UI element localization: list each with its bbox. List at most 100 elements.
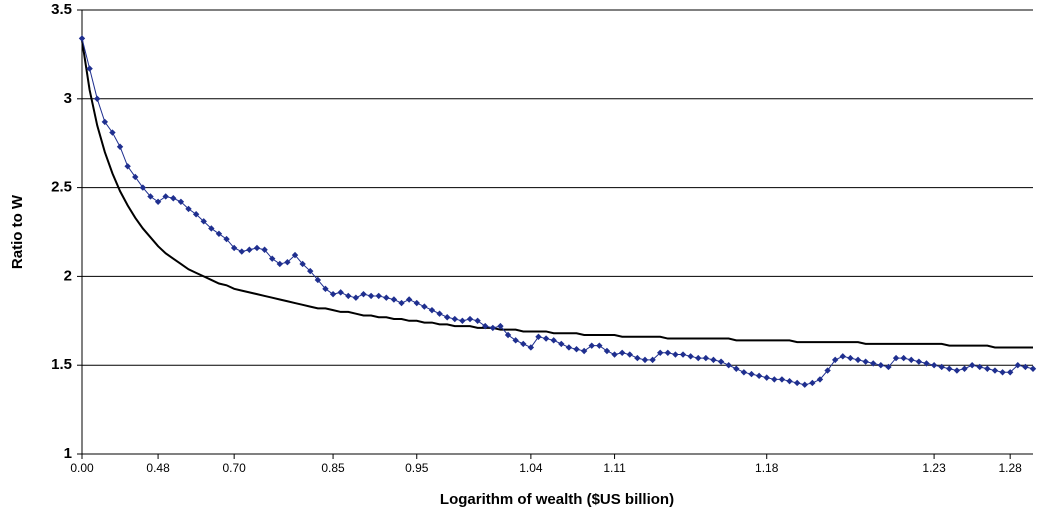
point-marker [596, 342, 603, 349]
point-marker [383, 294, 390, 301]
x-tick-label: 0.85 [321, 461, 345, 475]
x-tick-label: 1.28 [998, 461, 1022, 475]
point-marker [733, 365, 740, 372]
point-marker [695, 354, 702, 362]
point-marker [573, 346, 580, 353]
point-marker [177, 198, 185, 206]
x-axis-title: Logarithm of wealth ($US billion) [440, 491, 674, 508]
point-marker [542, 335, 550, 342]
point-marker [314, 276, 322, 284]
point-marker [132, 173, 139, 181]
point-marker [771, 376, 778, 383]
point-marker [900, 354, 907, 362]
point-marker [497, 322, 504, 330]
point-marker [603, 347, 611, 355]
point-marker [641, 356, 649, 364]
point-marker [892, 354, 900, 362]
point-marker [459, 317, 466, 324]
point-marker [793, 379, 801, 387]
point-marker [230, 244, 238, 252]
point-marker [238, 248, 245, 255]
point-marker [816, 376, 824, 383]
point-marker [261, 246, 268, 253]
y-tick-label: 2 [64, 267, 72, 284]
point-marker [1029, 365, 1037, 372]
point-marker [116, 143, 124, 150]
point-marker [147, 193, 154, 200]
point-marker [504, 331, 512, 339]
point-marker [299, 260, 306, 268]
point-marker [413, 299, 420, 307]
point-marker [1022, 363, 1029, 371]
point-marker [710, 356, 717, 364]
point-marker [170, 195, 177, 202]
point-marker [535, 333, 542, 340]
point-marker [109, 129, 116, 136]
point-marker [839, 353, 846, 360]
point-marker [923, 360, 930, 367]
point-marker [223, 235, 230, 243]
point-marker [474, 317, 481, 324]
x-tick-label: 0.70 [222, 461, 246, 475]
point-marker [139, 184, 147, 191]
point-marker [375, 292, 382, 300]
point-marker [946, 365, 953, 372]
point-marker [489, 324, 497, 332]
point-marker [512, 337, 519, 344]
point-marker [94, 95, 101, 102]
point-marker [854, 356, 862, 364]
point-marker [550, 337, 557, 344]
point-marker [809, 379, 816, 387]
point-marker [748, 370, 755, 378]
point-marker [78, 35, 86, 42]
point-marker [482, 322, 489, 330]
point-marker [466, 315, 474, 323]
point-marker [778, 376, 786, 383]
point-marker [984, 365, 991, 372]
x-tick-label: 0.00 [70, 461, 94, 475]
point-marker [717, 358, 725, 365]
point-marker [443, 314, 451, 321]
point-marker [862, 358, 869, 365]
point-marker [1006, 369, 1014, 376]
point-marker [367, 292, 375, 300]
point-marker [390, 296, 398, 303]
y-tick-label: 3 [64, 90, 72, 107]
point-marker [961, 365, 968, 372]
x-tick-label: 1.23 [922, 461, 946, 475]
point-marker [930, 362, 938, 369]
point-marker [885, 363, 892, 371]
point-marker [436, 310, 443, 317]
point-marker [154, 198, 162, 206]
x-tick-label: 0.48 [146, 461, 170, 475]
point-marker [763, 374, 770, 381]
point-marker [337, 289, 344, 296]
point-marker [938, 363, 945, 371]
point-marker [831, 356, 839, 364]
point-marker [672, 351, 679, 358]
point-marker [284, 258, 291, 266]
y-tick-label: 1.5 [51, 356, 72, 373]
point-marker [915, 358, 923, 365]
point-marker [968, 362, 976, 369]
point-marker [162, 193, 169, 200]
point-marker [618, 349, 626, 356]
point-marker [405, 296, 413, 303]
point-marker [451, 315, 458, 323]
x-tick-label: 0.95 [405, 461, 429, 475]
series-line [81, 40, 1033, 349]
point-marker [824, 367, 831, 374]
point-marker [398, 299, 405, 307]
x-tick-label: 1.04 [519, 461, 543, 475]
point-marker [208, 225, 215, 232]
point-marker [246, 246, 253, 253]
point-marker [801, 381, 808, 388]
point-marker [755, 372, 763, 380]
point-marker [269, 255, 276, 262]
point-marker [626, 351, 633, 358]
point-marker [276, 260, 284, 268]
point-marker [345, 292, 352, 300]
point-marker [253, 244, 261, 252]
point-marker [870, 360, 877, 367]
